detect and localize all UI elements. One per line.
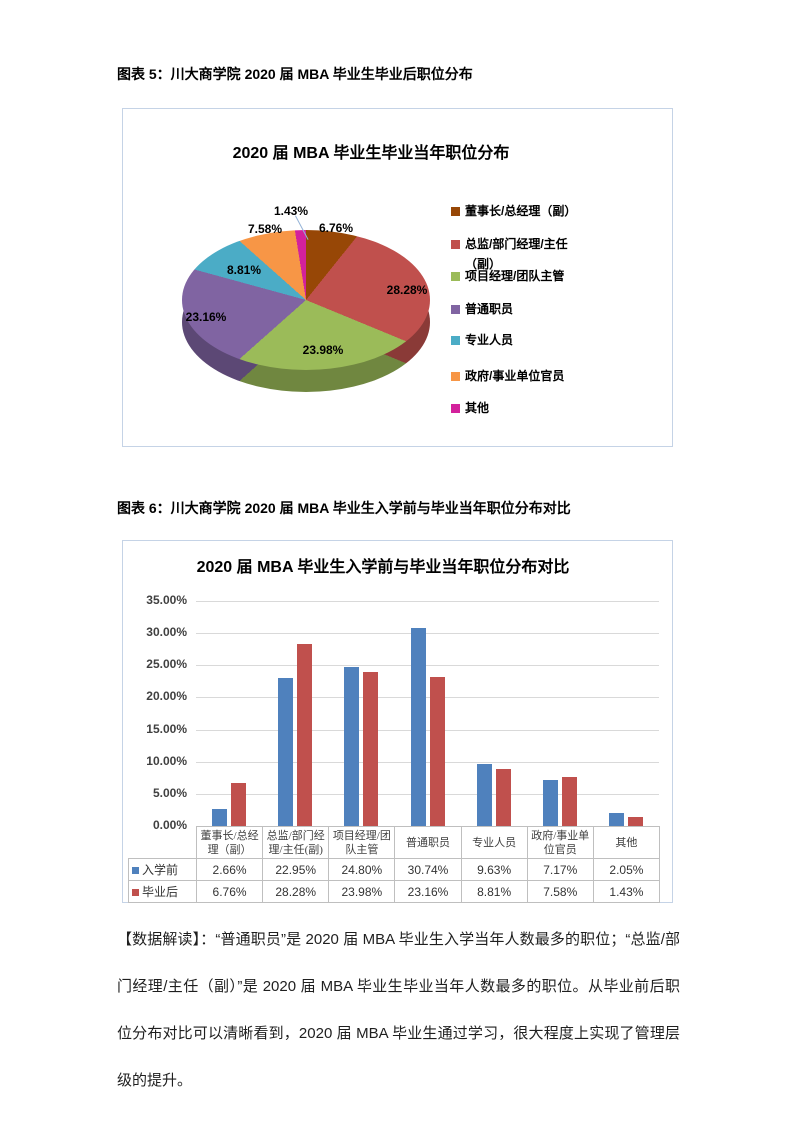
analysis-label: 【数据解读】： <box>117 931 216 948</box>
gridline <box>196 633 659 635</box>
pie-value-label: 23.98% <box>302 343 344 357</box>
legend-swatch-icon <box>451 305 460 314</box>
analysis-paragraph: 【数据解读】：“普通职员”是 2020 届 MBA 毕业生入学当年人数最多的职位… <box>117 916 680 1104</box>
gridline <box>196 665 659 667</box>
bar-入学前 <box>410 628 426 826</box>
bar-入学前 <box>278 678 294 826</box>
bar-入学前 <box>212 808 228 826</box>
value-cell: 6.76% <box>195 880 264 903</box>
category-header-cell: 普通职员 <box>394 826 462 859</box>
value-cell: 2.66% <box>195 858 264 881</box>
legend-label: 普通职员 <box>465 302 514 316</box>
legend-item: 项目经理/团队主管 <box>451 266 587 286</box>
legend-item: 专业人员 <box>451 330 587 350</box>
pie-value-label: 1.43% <box>273 204 309 218</box>
category-header-cell: 项目经理/团队主管 <box>328 826 396 859</box>
figure6-caption: 图表 6：川大商学院 2020 届 MBA 毕业生入学前与毕业当年职位分布对比 <box>117 500 571 516</box>
category-header-cell: 董事长/总经理（副） <box>195 826 264 859</box>
bar-毕业后 <box>297 644 313 826</box>
y-tick-label: 30.00% <box>146 625 187 640</box>
category-header-cell: 其他 <box>592 826 660 859</box>
series-swatch-icon <box>132 889 139 896</box>
value-cell: 24.80% <box>328 858 396 881</box>
y-tick-label: 25.00% <box>146 657 187 672</box>
gridline <box>196 793 659 795</box>
bar-入学前 <box>476 764 492 826</box>
data-table: 董事长/总经理（副） 总监/部门经理/主任(副) 项目经理/团队主管 普通职员 专业人员… <box>128 826 660 903</box>
series-label-cell: 毕业后 <box>128 880 197 903</box>
legend-swatch-icon <box>451 404 460 413</box>
y-tick-label: 15.00% <box>146 721 187 736</box>
bar-入学前 <box>344 666 360 826</box>
legend-label: 总监/部门经理/主任（副） <box>465 237 568 271</box>
legend-item: 政府/事业单位官员 <box>451 366 587 386</box>
gridline <box>196 697 659 699</box>
value-cell: 7.58% <box>526 880 594 903</box>
bar-毕业后 <box>231 782 247 826</box>
legend-swatch-icon <box>451 372 460 381</box>
gridline <box>196 729 659 731</box>
category-header-cell: 总监/部门经理/主任(副) <box>262 826 330 859</box>
analysis-body: “普通职员”是 2020 届 MBA 毕业生入学当年人数最多的职位；“总监/部门… <box>117 931 680 1089</box>
value-cell: 22.95% <box>262 858 330 881</box>
bar-毕业后 <box>561 777 577 826</box>
legend-item: 普通职员 <box>451 299 587 319</box>
table-corner-cell <box>129 827 197 859</box>
value-cell: 7.17% <box>526 858 594 881</box>
pie-top-face <box>182 230 430 370</box>
value-cell: 2.05% <box>592 858 660 881</box>
value-cell: 30.74% <box>394 858 462 881</box>
legend-label: 董事长/总经理（副） <box>465 204 577 218</box>
value-cell: 28.28% <box>262 880 330 903</box>
pie-value-label: 8.81% <box>226 263 262 277</box>
y-tick-label: 0.00% <box>152 818 187 832</box>
bar-入学前 <box>608 812 624 826</box>
pie-chart-figure: 2020 届 MBA 毕业生毕业当年职位分布 6.76% 28.28% 23.98%… <box>122 108 673 447</box>
y-tick-label: 5.00% <box>152 785 187 800</box>
series-label-cell: 入学前 <box>128 858 197 881</box>
pie-value-label: 6.76% <box>318 221 354 235</box>
bar-chart-title: 2020 届 MBA 毕业生入学前与毕业当年职位分布对比 <box>196 559 570 576</box>
legend-label: 项目经理/团队主管 <box>465 269 565 283</box>
bar-毕业后 <box>363 671 379 826</box>
bar-毕业后 <box>627 816 643 826</box>
pie-value-label: 7.58% <box>247 222 283 236</box>
category-header-cell: 专业人员 <box>460 826 528 859</box>
value-cell: 23.98% <box>328 880 396 903</box>
value-cell: 8.81% <box>460 880 528 903</box>
pie-value-label: 28.28% <box>386 283 428 297</box>
legend-item: 董事长/总经理（副） <box>451 201 587 221</box>
y-tick-label: 10.00% <box>146 753 187 768</box>
bar-chart-figure: 2020 届 MBA 毕业生入学前与毕业当年职位分布对比 0.00% 5.00% 1… <box>122 540 673 903</box>
bar-入学前 <box>542 779 558 826</box>
legend-item: 总监/部门经理/主任（副） <box>451 234 587 274</box>
legend-item: 其他 <box>451 398 587 418</box>
pie-value-label: 23.16% <box>185 310 227 324</box>
legend-swatch-icon <box>451 240 460 249</box>
bar-毕业后 <box>429 677 445 826</box>
legend-label: 其他 <box>465 401 490 415</box>
legend-label: 专业人员 <box>465 333 514 347</box>
y-tick-label: 20.00% <box>146 689 187 704</box>
legend-swatch-icon <box>451 207 460 216</box>
value-cell: 23.16% <box>394 880 462 903</box>
legend-swatch-icon <box>451 336 460 345</box>
bar-毕业后 <box>495 769 511 826</box>
gridline <box>196 601 659 602</box>
series-swatch-icon <box>132 867 139 874</box>
pie-chart-title: 2020 届 MBA 毕业生毕业当年职位分布 <box>232 145 510 162</box>
figure5-caption: 图表 5：川大商学院 2020 届 MBA 毕业生毕业后职位分布 <box>117 66 473 82</box>
y-tick-label: 35.00% <box>146 593 187 607</box>
category-header-cell: 政府/事业单位官员 <box>526 826 594 859</box>
value-cell: 9.63% <box>460 858 528 881</box>
legend-label: 政府/事业单位官员 <box>465 369 565 383</box>
legend-swatch-icon <box>451 272 460 281</box>
gridline <box>196 761 659 763</box>
pie-3d <box>182 176 430 424</box>
value-cell: 1.43% <box>592 880 660 903</box>
